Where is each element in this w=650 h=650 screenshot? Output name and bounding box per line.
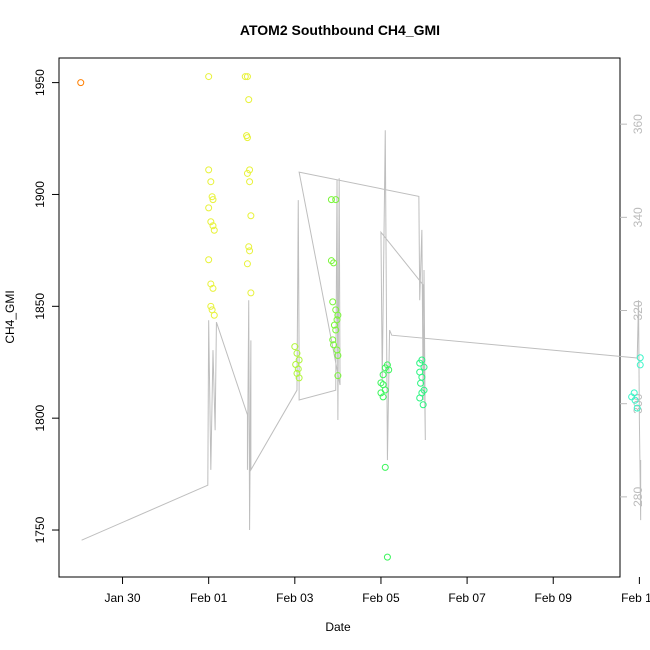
point (77, 79, 85, 87)
point (334, 352, 342, 360)
point (381, 463, 389, 471)
point (205, 166, 213, 174)
point (208, 193, 216, 201)
point (209, 222, 217, 230)
point (209, 284, 217, 292)
point (330, 341, 338, 349)
point (377, 389, 385, 397)
point (245, 96, 253, 104)
point (293, 349, 301, 357)
point (631, 396, 639, 404)
x-tick-label: Feb 09 (535, 591, 573, 605)
line (81, 130, 642, 541)
point (332, 196, 340, 204)
point (327, 257, 335, 265)
point (379, 371, 387, 379)
point (334, 311, 342, 319)
point (243, 260, 251, 268)
chart-title: ATOM2 Southbound CH4_GMI (240, 22, 440, 38)
point (243, 134, 251, 142)
point (383, 553, 391, 561)
point (636, 361, 644, 369)
y-tick-label: 1850 (33, 293, 47, 320)
point (379, 393, 387, 401)
point (385, 366, 393, 374)
point (205, 204, 213, 212)
x-tick-label: Feb 11 (621, 591, 650, 605)
point (246, 166, 254, 174)
y-tick-label: 1950 (33, 69, 47, 96)
x-tick-label: Feb 07 (448, 591, 486, 605)
x-tick-label: Jan 30 (105, 591, 141, 605)
point (243, 169, 251, 177)
x-tick-label: Feb 01 (190, 591, 228, 605)
point (246, 178, 254, 186)
point (210, 311, 218, 319)
plot-frame (58, 57, 621, 578)
y-tick-label: 1900 (33, 181, 47, 208)
x-tick-label: Feb 03 (276, 591, 314, 605)
y2-tick-label: 280 (631, 487, 645, 507)
point (334, 372, 342, 380)
point (377, 379, 385, 387)
point (241, 73, 249, 81)
point (292, 360, 300, 368)
point (416, 394, 424, 402)
point (381, 364, 389, 372)
point (245, 243, 253, 251)
point (294, 365, 302, 373)
point (333, 316, 341, 324)
point (636, 354, 644, 362)
point (633, 404, 641, 412)
point (330, 321, 338, 329)
point (243, 73, 251, 81)
point (210, 226, 218, 234)
point (333, 346, 341, 354)
y-axis-label: CH4_GMI (3, 290, 17, 343)
point (291, 343, 299, 351)
x-axis-label: Date (325, 620, 351, 634)
point (295, 356, 303, 364)
point (419, 401, 427, 409)
point (207, 178, 215, 186)
point (327, 196, 335, 204)
point (207, 280, 215, 288)
x-tick-label: Feb 05 (362, 591, 400, 605)
point (207, 302, 215, 310)
point (207, 218, 215, 226)
point (329, 336, 337, 344)
point (209, 196, 217, 204)
point (205, 256, 213, 264)
point (293, 369, 301, 377)
point (417, 379, 425, 387)
point (329, 298, 337, 306)
y2-tick-label: 340 (631, 207, 645, 227)
point (246, 247, 254, 255)
point (205, 73, 213, 81)
point (295, 374, 303, 382)
y2-tick-label: 360 (631, 114, 645, 134)
point (332, 326, 340, 334)
point (416, 359, 424, 367)
y-tick-label: 1800 (33, 404, 47, 431)
point (247, 212, 255, 220)
y-tick-label: 1750 (33, 516, 47, 543)
point (247, 289, 255, 297)
point (420, 363, 428, 371)
point (330, 259, 338, 267)
